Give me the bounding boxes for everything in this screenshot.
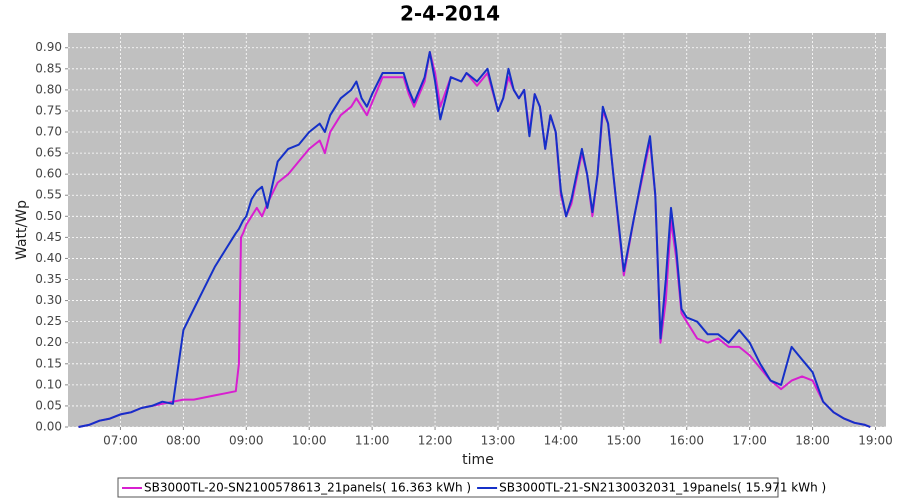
chart-title: 2-4-2014 — [400, 2, 500, 26]
x-tick-label: 16:00 — [669, 434, 704, 448]
y-tick-label: 0.15 — [35, 356, 62, 370]
y-tick-label: 0.80 — [35, 82, 62, 96]
y-tick-label: 0.50 — [35, 209, 62, 223]
y-tick-label: 0.70 — [35, 125, 62, 139]
x-tick-label: 11:00 — [355, 434, 390, 448]
legend — [117, 477, 779, 498]
y-tick-label: 0.20 — [35, 335, 62, 349]
y-tick-label: 0.60 — [35, 167, 62, 181]
legend-label: SB3000TL-20-SN2100578613_21panels( 16.36… — [144, 481, 471, 495]
y-tick-label: 0.65 — [35, 146, 62, 160]
x-tick-label: 15:00 — [607, 434, 642, 448]
legend-label: SB3000TL-21-SN2130032031_19panels( 15.97… — [499, 481, 826, 495]
y-tick-label: 0.55 — [35, 188, 62, 202]
x-tick-label: 08:00 — [166, 434, 201, 448]
x-tick-label: 10:00 — [292, 434, 327, 448]
x-tick-label: 17:00 — [732, 434, 767, 448]
x-axis-label: time — [462, 452, 494, 468]
x-tick-label: 12:00 — [418, 434, 453, 448]
y-tick-label: 0.35 — [35, 272, 62, 286]
x-tick-label: 18:00 — [795, 434, 830, 448]
series-line — [78, 51, 871, 428]
x-tick-label: 09:00 — [229, 434, 264, 448]
y-tick-label: 0.25 — [35, 314, 62, 328]
x-tick-label: 13:00 — [481, 434, 516, 448]
y-tick-label: 0.05 — [35, 398, 62, 412]
y-tick-label: 0.85 — [35, 61, 62, 75]
y-tick-label: 0.45 — [35, 230, 62, 244]
y-axis-label: Watt/Wp — [14, 200, 30, 260]
y-tick-label: 0.00 — [35, 420, 62, 434]
x-tick-label: 07:00 — [103, 434, 138, 448]
x-tick-label: 19:00 — [858, 434, 893, 448]
y-tick-label: 0.90 — [35, 40, 62, 54]
x-tick-label: 14:00 — [544, 434, 579, 448]
y-tick-label: 0.10 — [35, 377, 62, 391]
y-tick-label: 0.75 — [35, 103, 62, 117]
y-tick-label: 0.40 — [35, 251, 62, 265]
y-tick-label: 0.30 — [35, 293, 62, 307]
